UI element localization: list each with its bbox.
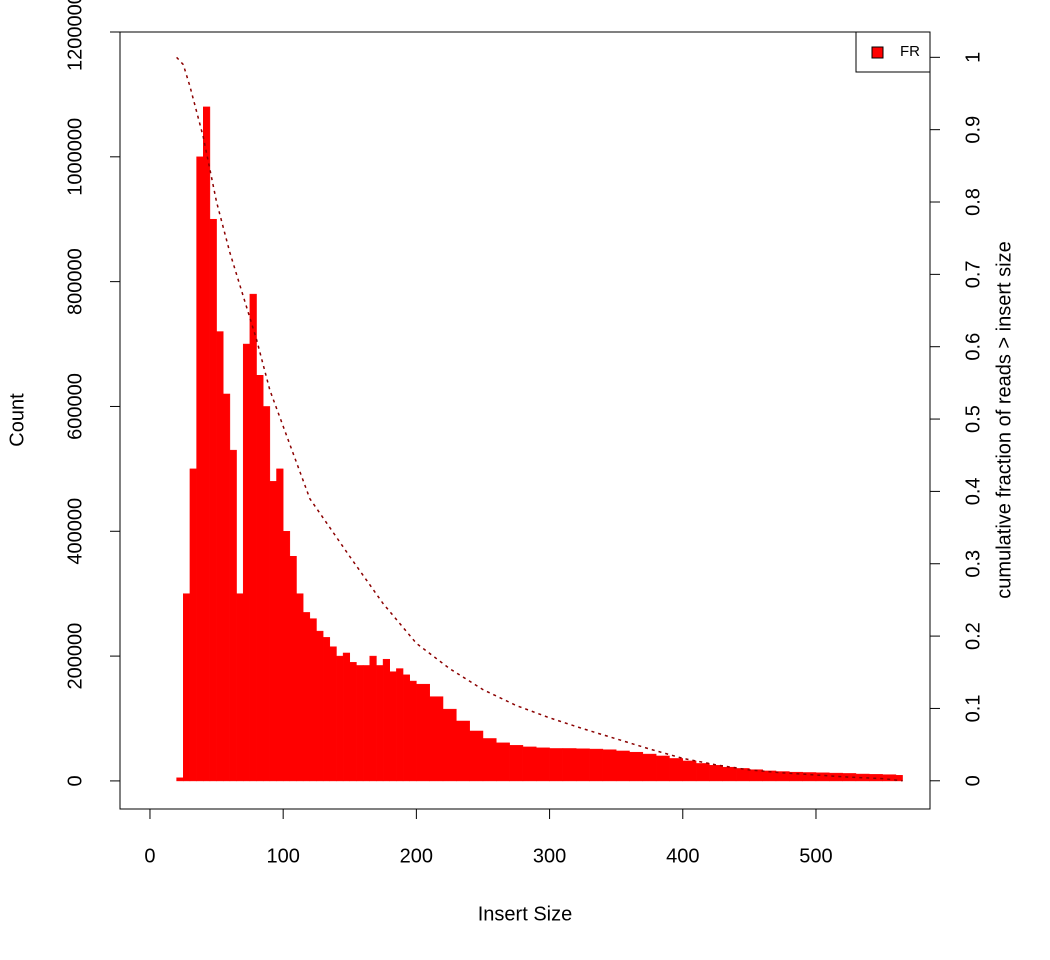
bar [203, 106, 211, 782]
bar [682, 760, 697, 782]
bar [536, 747, 550, 782]
bar [815, 772, 830, 782]
y2-tick-label: 0.4 [962, 477, 984, 505]
y-tick-label: 800000 [64, 248, 86, 315]
bar [236, 593, 244, 782]
bar [456, 720, 470, 782]
bar [342, 652, 351, 782]
x-tick-label: 500 [799, 845, 832, 867]
y2-tick-label: 0.1 [962, 695, 984, 723]
bar [302, 612, 311, 782]
y2-tick-label: 0.5 [962, 405, 984, 433]
y-tick-label: 200000 [64, 623, 86, 690]
bar [562, 748, 577, 782]
bar [196, 156, 204, 782]
bar [509, 745, 524, 782]
legend-label: FR [900, 43, 920, 60]
bar [402, 674, 410, 782]
bar [895, 775, 903, 782]
bar [309, 618, 317, 782]
y2-tick-label: 1 [962, 52, 984, 63]
x-tick-label: 400 [666, 845, 699, 867]
y-tick-label: 400000 [64, 498, 86, 565]
bar [262, 406, 271, 782]
bar [409, 680, 417, 782]
bar [722, 766, 737, 782]
x-axis-title: Insert Size [478, 903, 572, 925]
y-tick-label: 600000 [64, 373, 86, 440]
y2-tick-label: 0.3 [962, 550, 984, 578]
bar [362, 665, 371, 782]
x-tick-label: 200 [400, 845, 433, 867]
y-axis-title: Count [6, 393, 28, 447]
bar [336, 655, 344, 782]
bar [316, 630, 324, 782]
bar [216, 331, 224, 782]
bar [183, 593, 191, 782]
bar [429, 696, 444, 782]
legend-swatch [871, 46, 884, 59]
bar [522, 746, 537, 782]
bar [222, 393, 231, 782]
bar [655, 755, 670, 782]
bar [276, 468, 284, 782]
y-tick-label: 1000000 [64, 118, 86, 196]
bar [249, 293, 257, 782]
y-tick-label: 0 [64, 775, 86, 786]
bar [695, 763, 710, 782]
bar [629, 751, 644, 782]
bar [229, 449, 237, 782]
bar [549, 748, 564, 782]
bar [416, 683, 430, 782]
x-tick-label: 300 [533, 845, 566, 867]
bar [735, 768, 750, 782]
bar [749, 769, 763, 782]
bar [589, 748, 604, 782]
bar [602, 749, 617, 782]
x-tick-label: 0 [144, 845, 155, 867]
bar [176, 777, 184, 782]
bar [615, 750, 630, 782]
y2-tick-label: 0.6 [962, 333, 984, 361]
bar [642, 753, 657, 782]
y2-tick-label: 0 [962, 775, 984, 786]
legend: FR [855, 31, 931, 73]
bar [209, 218, 217, 782]
legend-box [855, 31, 931, 73]
bar [469, 730, 484, 782]
y2-tick-label: 0.8 [962, 188, 984, 216]
bar [369, 655, 377, 782]
bar [296, 593, 304, 782]
bar [396, 668, 404, 782]
x-tick-label: 100 [266, 845, 299, 867]
bar [382, 658, 390, 782]
bar [496, 742, 510, 782]
bar [256, 375, 264, 782]
bar [282, 531, 291, 782]
y2-tick-label: 0.7 [962, 260, 984, 288]
y2-tick-label: 0.9 [962, 116, 984, 144]
y2-axis-title: cumulative fraction of reads > insert si… [993, 241, 1015, 598]
bar [709, 765, 723, 782]
bar [242, 343, 251, 782]
y2-tick-label: 0.2 [962, 622, 984, 650]
bar [269, 481, 277, 782]
y-tick-label: 1200000 [64, 0, 86, 71]
bar [329, 646, 337, 782]
bar [482, 738, 497, 782]
bar [669, 758, 684, 782]
bar [289, 555, 297, 782]
bar [762, 770, 777, 782]
bar [356, 665, 364, 782]
bar [575, 748, 590, 782]
bar [349, 662, 357, 782]
bar [376, 665, 384, 782]
bar [389, 671, 397, 782]
bar [442, 708, 457, 782]
plot-frame [119, 31, 931, 810]
bar [189, 468, 197, 782]
bar [322, 637, 331, 782]
